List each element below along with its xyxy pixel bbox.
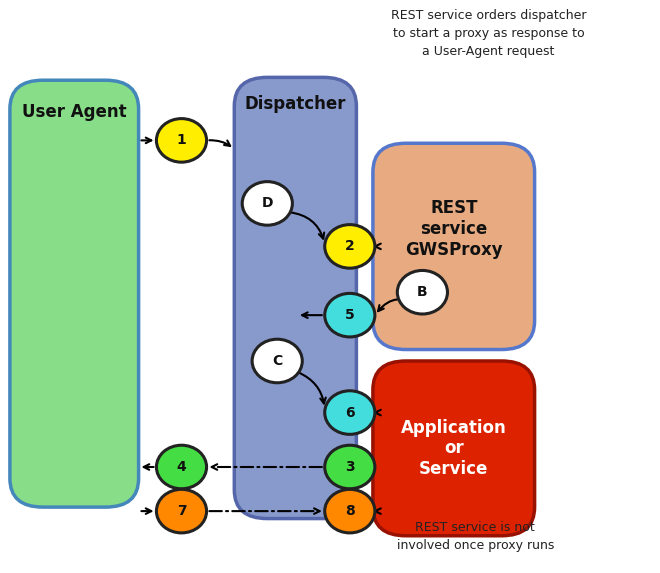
Text: 6: 6 — [345, 406, 354, 419]
Text: REST
service
GWSProxy: REST service GWSProxy — [405, 199, 502, 259]
Circle shape — [156, 119, 207, 162]
Text: B: B — [417, 285, 428, 299]
Text: REST service orders dispatcher
to start a proxy as response to
a User-Agent requ: REST service orders dispatcher to start … — [391, 9, 586, 58]
Text: Dispatcher: Dispatcher — [245, 95, 346, 112]
Text: D: D — [261, 197, 273, 210]
Text: 1: 1 — [177, 134, 186, 147]
FancyBboxPatch shape — [373, 143, 535, 350]
Circle shape — [252, 339, 302, 383]
Text: 8: 8 — [345, 504, 354, 518]
Circle shape — [325, 225, 375, 268]
Circle shape — [325, 489, 375, 533]
Circle shape — [242, 182, 292, 225]
Text: C: C — [272, 354, 282, 368]
Text: 3: 3 — [345, 460, 354, 474]
Text: 5: 5 — [345, 308, 354, 322]
Text: REST service is not
involved once proxy runs: REST service is not involved once proxy … — [397, 521, 554, 552]
FancyBboxPatch shape — [373, 361, 535, 536]
Text: 2: 2 — [345, 240, 354, 253]
Circle shape — [325, 445, 375, 489]
Circle shape — [156, 489, 207, 533]
Circle shape — [397, 270, 447, 314]
FancyBboxPatch shape — [234, 77, 356, 519]
Text: 4: 4 — [177, 460, 186, 474]
Text: User Agent: User Agent — [22, 103, 127, 121]
Circle shape — [325, 391, 375, 434]
FancyBboxPatch shape — [10, 80, 139, 507]
Text: 7: 7 — [177, 504, 186, 518]
Text: Application
or
Service: Application or Service — [401, 418, 507, 478]
Circle shape — [325, 293, 375, 337]
Circle shape — [156, 445, 207, 489]
